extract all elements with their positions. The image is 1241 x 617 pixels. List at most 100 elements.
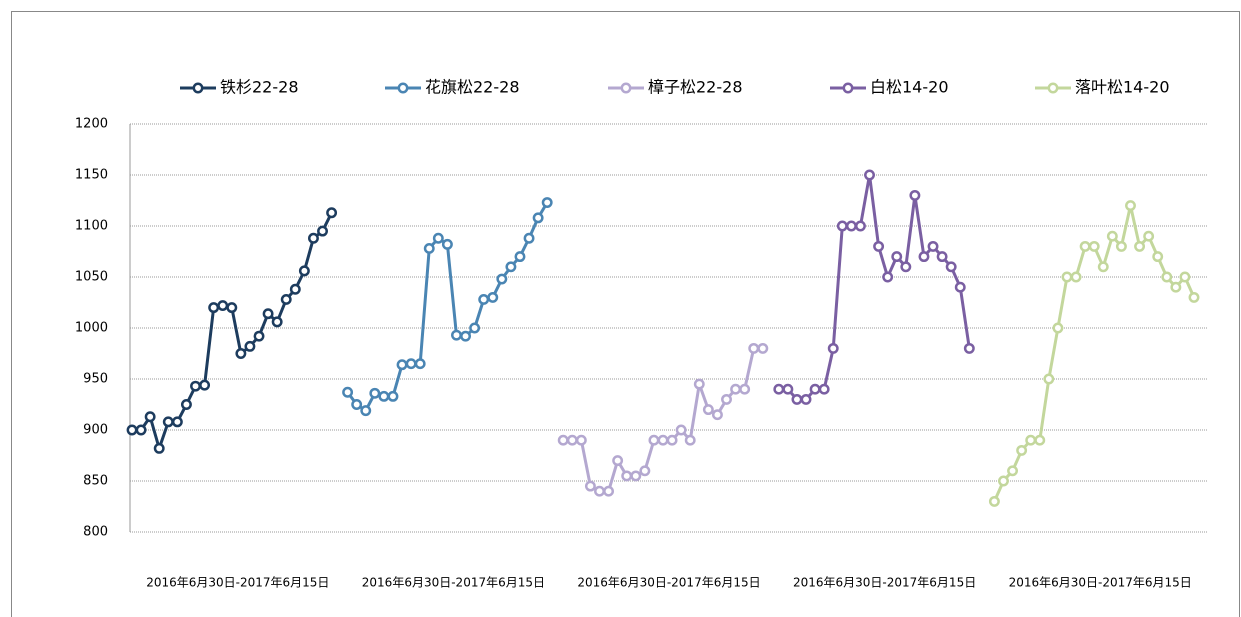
data-point xyxy=(496,273,508,285)
legend-label: 铁杉22-28 xyxy=(220,78,299,97)
data-point xyxy=(387,390,399,402)
data-point xyxy=(748,342,760,354)
data-point xyxy=(630,470,642,482)
data-point xyxy=(369,387,381,399)
data-point xyxy=(818,383,830,395)
data-point xyxy=(541,197,553,208)
data-point xyxy=(1007,465,1018,477)
data-point xyxy=(1034,434,1046,446)
data-point xyxy=(836,220,848,232)
data-point xyxy=(557,434,569,446)
data-point xyxy=(271,316,283,328)
y-tick-label: 1200 xyxy=(75,117,108,132)
data-point xyxy=(190,380,201,392)
data-point xyxy=(855,220,866,232)
legend-label: 樟子松22-28 xyxy=(648,78,743,97)
data-point xyxy=(262,308,274,320)
data-point xyxy=(827,342,839,354)
data-point xyxy=(773,383,785,395)
data-point xyxy=(648,434,660,446)
data-point xyxy=(800,393,812,405)
legend-marker xyxy=(1047,82,1059,94)
y-tick-label: 1050 xyxy=(75,270,108,285)
data-point xyxy=(621,470,633,482)
legend-marker xyxy=(192,82,204,94)
data-point xyxy=(162,416,174,428)
data-point xyxy=(945,261,957,273)
data-point xyxy=(351,399,363,410)
data-point xyxy=(809,383,821,395)
data-point xyxy=(1097,261,1109,273)
data-point xyxy=(1106,230,1118,242)
data-point xyxy=(1025,434,1037,446)
y-tick-label: 1100 xyxy=(75,219,108,234)
data-point xyxy=(666,434,678,446)
data-point xyxy=(1152,251,1164,263)
legend-label: 白松14-20 xyxy=(870,78,949,97)
data-point xyxy=(675,424,687,436)
x-tick-label: 2016年6月30日-2017年6月15日 xyxy=(577,576,760,590)
x-tick-label: 2016年6月30日-2017年6月15日 xyxy=(362,576,545,590)
data-point xyxy=(757,342,769,354)
series-line xyxy=(132,212,333,454)
data-point xyxy=(298,265,310,277)
data-point xyxy=(208,302,220,314)
data-point xyxy=(505,261,517,273)
data-point xyxy=(584,480,596,492)
data-point xyxy=(441,238,453,250)
data-point xyxy=(1079,240,1091,252)
data-point xyxy=(900,261,912,273)
data-point xyxy=(1052,322,1064,334)
data-point xyxy=(135,424,147,436)
data-point xyxy=(478,293,490,305)
data-point xyxy=(1188,291,1200,303)
data-point xyxy=(739,383,751,395)
data-point xyxy=(845,220,857,232)
data-point xyxy=(1161,271,1173,283)
y-tick-label: 1150 xyxy=(75,168,108,183)
legend-label: 花旗松22-28 xyxy=(425,78,520,97)
data-point xyxy=(1043,373,1055,385)
data-point xyxy=(936,251,948,263)
data-point xyxy=(791,393,803,405)
data-point xyxy=(873,240,885,252)
data-point xyxy=(153,442,165,454)
series-line xyxy=(346,201,549,413)
data-point xyxy=(1016,444,1028,456)
data-point xyxy=(1070,271,1082,283)
data-point xyxy=(217,300,229,312)
data-point xyxy=(1115,240,1127,252)
data-point xyxy=(532,212,544,224)
data-point xyxy=(988,495,1000,507)
data-point xyxy=(469,322,481,334)
chart-border xyxy=(11,11,1240,617)
data-point xyxy=(289,283,301,295)
data-point xyxy=(721,393,732,405)
data-point xyxy=(657,434,669,446)
data-point xyxy=(998,475,1009,487)
data-point xyxy=(326,207,338,219)
y-tick-label: 1000 xyxy=(75,321,108,336)
data-point xyxy=(639,465,651,477)
data-point xyxy=(603,485,615,497)
data-point xyxy=(171,416,183,428)
data-point xyxy=(523,232,535,244)
data-point xyxy=(360,405,372,417)
x-tick-label: 2016年6月30日-2017年6月15日 xyxy=(793,576,976,590)
data-point xyxy=(1125,200,1136,212)
series-line xyxy=(563,346,763,493)
data-point xyxy=(126,424,138,436)
data-point xyxy=(235,348,247,359)
data-point xyxy=(1134,240,1146,252)
data-point xyxy=(244,340,256,352)
data-point xyxy=(253,330,265,342)
data-point xyxy=(891,251,903,263)
legend-marker xyxy=(620,82,632,94)
data-point xyxy=(342,386,354,398)
data-point xyxy=(1061,271,1073,283)
data-point xyxy=(199,379,211,391)
data-point xyxy=(684,434,696,446)
data-point xyxy=(460,330,471,342)
data-point xyxy=(693,378,705,390)
